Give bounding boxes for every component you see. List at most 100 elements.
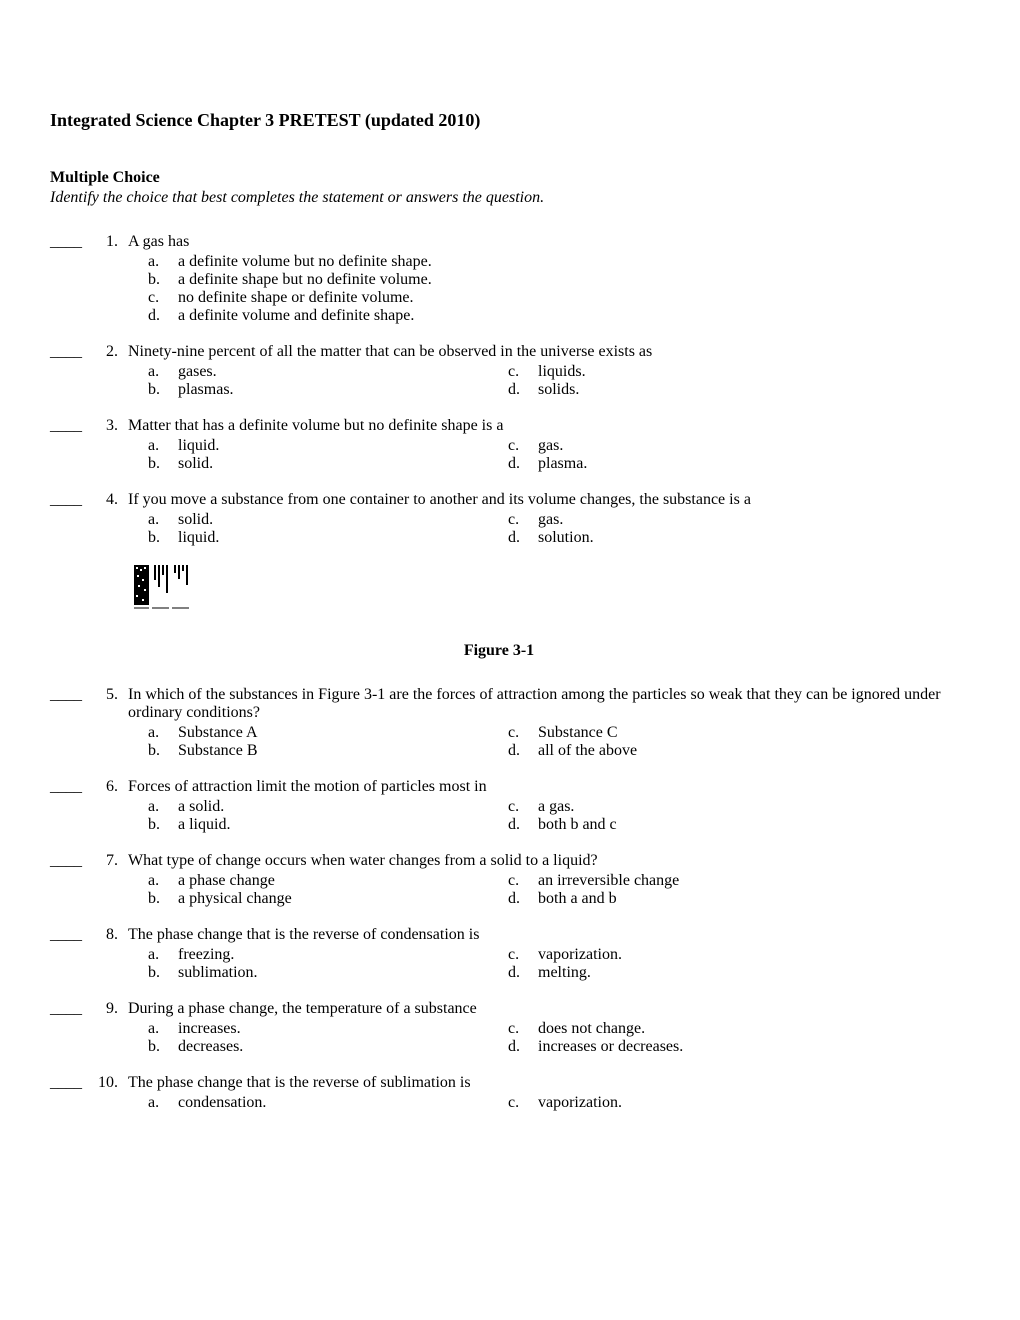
- choice-row: d.melting.: [508, 964, 970, 982]
- choice-row: b.a definite shape but no definite volum…: [148, 271, 970, 289]
- choice-text: a phase change: [178, 872, 508, 890]
- choices-col-left: a.gases.b.plasmas.: [148, 363, 508, 399]
- choice-text: increases or decreases.: [538, 1038, 970, 1056]
- choice-row: d.both b and c: [508, 816, 970, 834]
- choice-text: does not change.: [538, 1020, 970, 1038]
- choice-text: solids.: [538, 381, 970, 399]
- choice-letter: c.: [508, 437, 538, 455]
- choice-row: c.Substance C: [508, 724, 970, 742]
- choices-columns: a.gases.b.plasmas.c.liquids.d.solids.: [128, 363, 970, 399]
- choice-text: solid.: [178, 455, 508, 473]
- choices-col-right: c.gas.d.plasma.: [508, 437, 970, 473]
- choice-text: sublimation.: [178, 964, 508, 982]
- question-row: ____7.What type of change occurs when wa…: [50, 852, 970, 908]
- choice-letter: c.: [508, 724, 538, 742]
- choices-columns: a.freezing.b.sublimation.c.vaporization.…: [128, 946, 970, 982]
- choice-letter: c.: [508, 511, 538, 529]
- choices-col-left: a.Substance Ab.Substance B: [148, 724, 508, 760]
- figure-block: Figure 3-1: [134, 565, 970, 660]
- choice-text: a definite volume but no definite shape.: [178, 253, 970, 271]
- choice-letter: a.: [148, 437, 178, 455]
- answer-blank: ____: [50, 1074, 90, 1092]
- choice-text: gases.: [178, 363, 508, 381]
- choice-text: liquid.: [178, 437, 508, 455]
- choices-col-left: a.condensation.: [148, 1094, 508, 1112]
- choice-row: b.a physical change: [148, 890, 508, 908]
- choice-letter: d.: [508, 816, 538, 834]
- choice-row: d.solution.: [508, 529, 970, 547]
- choice-row: a.a phase change: [148, 872, 508, 890]
- choice-text: plasmas.: [178, 381, 508, 399]
- choice-row: c.vaporization.: [508, 946, 970, 964]
- answer-blank: ____: [50, 926, 90, 944]
- question-row: ____6.Forces of attraction limit the mot…: [50, 778, 970, 834]
- question-content: In which of the substances in Figure 3-1…: [128, 686, 970, 760]
- choice-row: c.no definite shape or definite volume.: [148, 289, 970, 307]
- question-text: Matter that has a definite volume but no…: [128, 417, 970, 435]
- answer-blank: ____: [50, 491, 90, 509]
- choice-text: solution.: [538, 529, 970, 547]
- choice-letter: b.: [148, 455, 178, 473]
- answer-blank: ____: [50, 778, 90, 796]
- question-content: What type of change occurs when water ch…: [128, 852, 970, 908]
- choice-row: c.does not change.: [508, 1020, 970, 1038]
- choice-row: a.gases.: [148, 363, 508, 381]
- choice-row: c.liquids.: [508, 363, 970, 381]
- choice-letter: d.: [508, 455, 538, 473]
- choice-letter: d.: [508, 1038, 538, 1056]
- choice-text: gas.: [538, 511, 970, 529]
- choice-letter: b.: [148, 381, 178, 399]
- question-text: During a phase change, the temperature o…: [128, 1000, 970, 1018]
- choices-columns: a.solid.b.liquid.c.gas.d.solution.: [128, 511, 970, 547]
- question-content: Forces of attraction limit the motion of…: [128, 778, 970, 834]
- choice-letter: a.: [148, 946, 178, 964]
- choice-row: c.an irreversible change: [508, 872, 970, 890]
- question-row: ____8.The phase change that is the rever…: [50, 926, 970, 982]
- choice-row: d.all of the above: [508, 742, 970, 760]
- choice-letter: b.: [148, 890, 178, 908]
- question-text: Forces of attraction limit the motion of…: [128, 778, 970, 796]
- choice-row: d.a definite volume and definite shape.: [148, 307, 970, 325]
- question-number: 9.: [90, 1000, 128, 1018]
- choice-text: a definite shape but no definite volume.: [178, 271, 970, 289]
- question-number: 10.: [90, 1074, 128, 1092]
- choice-letter: d.: [508, 742, 538, 760]
- choice-row: a.liquid.: [148, 437, 508, 455]
- choice-row: a.condensation.: [148, 1094, 508, 1112]
- question-number: 6.: [90, 778, 128, 796]
- choices-list: a.a definite volume but no definite shap…: [128, 253, 970, 325]
- choice-letter: c.: [508, 946, 538, 964]
- choice-row: b.decreases.: [148, 1038, 508, 1056]
- choice-letter: b.: [148, 742, 178, 760]
- question-text: In which of the substances in Figure 3-1…: [128, 686, 970, 722]
- choice-text: a gas.: [538, 798, 970, 816]
- choice-row: b.Substance B: [148, 742, 508, 760]
- question-row: ____4.If you move a substance from one c…: [50, 491, 970, 547]
- choices-col-right: c.a gas.d.both b and c: [508, 798, 970, 834]
- choice-text: all of the above: [538, 742, 970, 760]
- answer-blank: ____: [50, 852, 90, 870]
- choices-columns: a.increases.b.decreases.c.does not chang…: [128, 1020, 970, 1056]
- answer-blank: ____: [50, 233, 90, 251]
- choice-text: both a and b: [538, 890, 970, 908]
- figure-image: [134, 565, 190, 611]
- choice-row: b.liquid.: [148, 529, 508, 547]
- choice-letter: c.: [508, 1094, 538, 1112]
- choice-text: vaporization.: [538, 946, 970, 964]
- choice-row: d.increases or decreases.: [508, 1038, 970, 1056]
- choices-col-right: c.vaporization.: [508, 1094, 970, 1112]
- question-content: If you move a substance from one contain…: [128, 491, 970, 547]
- section-header: Multiple Choice: [50, 169, 970, 187]
- choice-text: gas.: [538, 437, 970, 455]
- figure-caption: Figure 3-1: [134, 642, 864, 660]
- choice-letter: a.: [148, 798, 178, 816]
- choice-text: condensation.: [178, 1094, 508, 1112]
- question-text: The phase change that is the reverse of …: [128, 1074, 970, 1092]
- choice-letter: d.: [508, 529, 538, 547]
- choices-col-right: c.Substance Cd.all of the above: [508, 724, 970, 760]
- choices-columns: a.Substance Ab.Substance Bc.Substance Cd…: [128, 724, 970, 760]
- choice-text: both b and c: [538, 816, 970, 834]
- choice-letter: c.: [508, 1020, 538, 1038]
- choice-text: liquid.: [178, 529, 508, 547]
- choice-letter: a.: [148, 511, 178, 529]
